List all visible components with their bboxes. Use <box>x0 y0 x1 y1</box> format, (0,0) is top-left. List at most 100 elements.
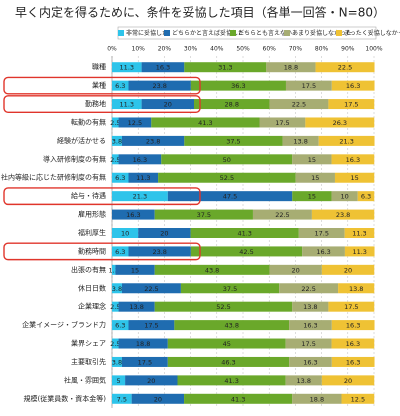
data-label: 11.3 <box>352 248 366 256</box>
bar-segment <box>112 246 129 257</box>
bar-segment <box>154 209 253 220</box>
bar-segment <box>112 99 142 110</box>
data-label: 7.5 <box>117 395 127 403</box>
bar-segment <box>112 62 142 73</box>
data-label: 50 <box>223 156 231 164</box>
data-label: 47.5 <box>223 193 237 201</box>
bar-segment <box>266 62 316 73</box>
bar-segment <box>112 393 132 404</box>
data-label: 15 <box>308 193 316 201</box>
bar-segment <box>315 62 375 73</box>
data-label: 45 <box>223 340 231 348</box>
bar-segment <box>121 283 181 294</box>
category-label: 職種 <box>92 62 106 71</box>
data-label: 43.8 <box>224 322 238 330</box>
bar-segment <box>289 356 332 367</box>
category-label: 導入研修制度の有無 <box>43 154 106 163</box>
data-label: 20 <box>344 266 352 274</box>
category-label: 福利厚生 <box>78 228 106 237</box>
bar-segment <box>167 338 286 349</box>
bar-segment <box>125 375 178 386</box>
data-label: 15 <box>350 174 358 182</box>
bar-segment <box>190 228 299 238</box>
category-label: 経験が活かせる <box>57 136 106 145</box>
bar-segment <box>128 320 175 331</box>
category-label: 業種 <box>92 81 106 90</box>
bar-segment <box>161 154 293 165</box>
data-label: 17.5 <box>138 358 152 366</box>
category-label: 社風・雰囲気 <box>64 375 106 384</box>
data-label: 16.3 <box>303 358 317 366</box>
bar-segment <box>112 154 119 165</box>
data-label: 37.5 <box>226 137 240 145</box>
data-label: 6.3 <box>115 322 125 330</box>
bar-segment <box>180 283 280 294</box>
category-label: 勤務地 <box>85 99 106 108</box>
data-label: 18.8 <box>284 64 298 72</box>
bar-segment <box>131 393 185 404</box>
bar-segment <box>128 172 159 183</box>
bar-segment <box>194 99 270 110</box>
bar-segment <box>344 228 375 238</box>
legend-label: どちらかと言えば妥協した <box>172 29 244 37</box>
data-label: 23.8 <box>152 248 166 256</box>
data-label: 13.8 <box>349 285 363 293</box>
bar-segment <box>331 356 375 367</box>
data-label: 6.3 <box>361 193 371 201</box>
bar-segment <box>121 135 185 146</box>
data-label: 20 <box>292 266 300 274</box>
bar-segment <box>154 301 293 312</box>
bar-segment <box>112 301 119 312</box>
category-label: 業界シェア <box>71 339 106 348</box>
bar-segment <box>118 301 155 312</box>
bar-segment <box>190 80 286 91</box>
x-tick-label: 0% <box>107 46 117 53</box>
data-label: 46.3 <box>221 358 235 366</box>
bar-segment <box>305 117 375 128</box>
x-tick-label: 90% <box>341 46 355 53</box>
bar-segment <box>292 393 342 404</box>
bar-segment <box>318 135 375 146</box>
bar-segment <box>154 264 270 275</box>
legend-label: まったく妥協しなかった <box>344 29 400 37</box>
legend-swatch <box>164 30 170 36</box>
x-tick-label: 70% <box>289 46 303 53</box>
highlight-box <box>3 76 201 95</box>
bar-segment <box>334 172 375 183</box>
data-label: 23.8 <box>152 82 166 90</box>
bar-segment <box>328 301 375 312</box>
data-label: 16.3 <box>346 340 360 348</box>
legend-label: あまり妥協しなかった <box>292 29 352 37</box>
bar-segment <box>112 80 129 91</box>
bar-segment <box>295 172 335 183</box>
data-label: 16.3 <box>346 82 360 90</box>
data-label: 10 <box>341 193 349 201</box>
data-label: 2.5 <box>110 156 120 164</box>
data-label: 22.5 <box>292 101 306 109</box>
data-label: 15 <box>131 266 139 274</box>
data-label: 15 <box>311 174 319 182</box>
data-label: 17.5 <box>302 82 316 90</box>
bar-segment <box>302 246 345 257</box>
data-label: 3.8 <box>112 137 122 145</box>
bar-segment <box>321 375 375 386</box>
category-label: 出張の有無 <box>71 265 106 274</box>
bar-segment <box>190 246 303 257</box>
bar-segment <box>112 228 139 238</box>
bar-segment <box>167 356 290 367</box>
data-label: 20 <box>154 395 162 403</box>
category-label: 規模(従業員数・資本金等) <box>24 394 107 403</box>
data-label: 3.8 <box>112 358 122 366</box>
bar-segment <box>167 191 293 202</box>
data-label: 18.8 <box>136 340 150 348</box>
data-label: 15 <box>308 156 316 164</box>
bar-segment <box>112 320 129 331</box>
data-label: 41.3 <box>237 230 251 238</box>
bar-segment <box>118 338 168 349</box>
highlight-box <box>3 95 201 113</box>
bar-segment <box>151 117 260 128</box>
bar-segment <box>174 320 290 331</box>
bar-segment <box>285 338 332 349</box>
bar-segment <box>285 375 322 386</box>
data-label: 6.3 <box>115 248 125 256</box>
